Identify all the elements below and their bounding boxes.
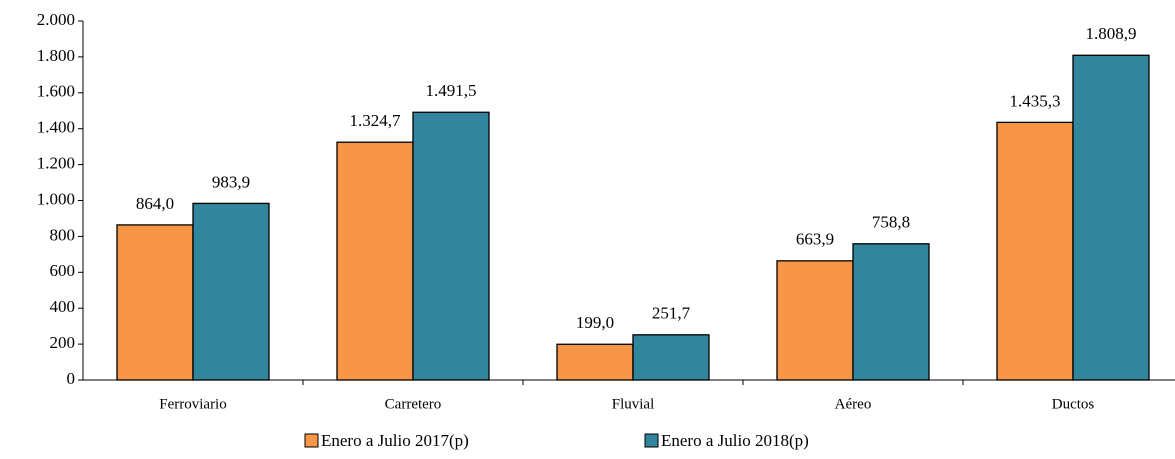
value-label: 1.491,5 [426,81,477,100]
bar [776,260,854,381]
x-tick-label: Carretero [385,396,442,412]
y-tick-label: 1.800 [37,46,75,65]
y-tick-label: 400 [50,297,76,316]
y-tick-label: 600 [50,261,76,280]
bar [632,334,710,381]
value-label: 251,7 [652,304,691,323]
bar [996,121,1074,381]
legend-label: Enero a Julio 2018(p) [661,431,809,450]
bar [1072,54,1150,381]
y-tick-label: 1.400 [37,118,75,137]
value-label: 1.435,3 [1010,91,1061,110]
value-label: 983,9 [212,172,250,191]
bar [336,141,414,381]
bar [852,243,930,381]
value-label: 663,9 [796,230,834,249]
bar [116,224,194,381]
legend-swatch [304,433,319,448]
y-tick-label: 2.000 [37,10,75,29]
x-tick-label: Aéreo [835,396,872,412]
x-tick-label: Ferroviario [159,396,226,412]
legend-swatch [644,433,659,448]
value-label: 1.808,9 [1086,24,1137,43]
y-tick-label: 1.600 [37,82,75,101]
value-label: 758,8 [872,213,910,232]
value-label: 1.324,7 [350,111,402,130]
value-label: 864,0 [136,194,174,213]
y-tick-label: 0 [67,369,76,388]
y-tick-label: 800 [50,225,76,244]
value-label: 199,0 [576,313,614,332]
y-tick-label: 200 [50,333,76,352]
y-tick-label: 1.000 [37,189,75,208]
bar [412,111,490,381]
y-tick-label: 1.200 [37,154,75,173]
x-tick-label: Fluvial [612,396,655,412]
x-tick-label: Ductos [1052,396,1095,412]
bar [556,343,634,381]
legend-label: Enero a Julio 2017(p) [321,431,469,450]
bar [192,202,270,381]
